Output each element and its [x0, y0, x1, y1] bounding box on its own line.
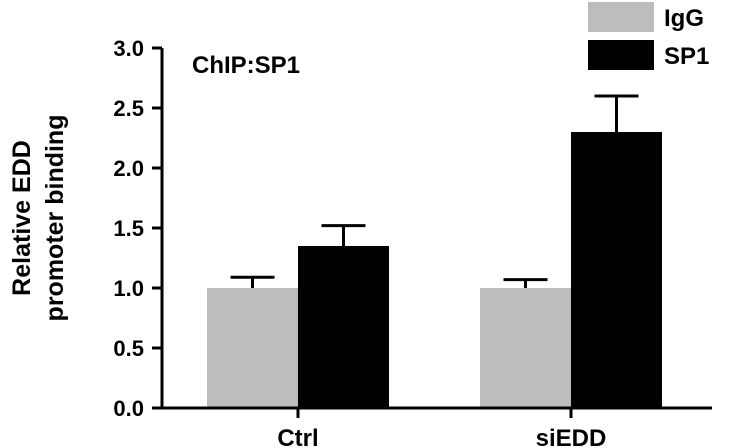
y-tick-label: 1.0 [113, 276, 144, 301]
y-tick-label: 2.0 [113, 156, 144, 181]
x-ticks-layer: Ctrl siEDD [277, 408, 606, 448]
x-tick-label: Ctrl [277, 425, 318, 448]
legend-label-igg: IgG [664, 5, 704, 32]
y-tick-label: 2.5 [113, 96, 144, 121]
y-tick-label: 0.5 [113, 336, 144, 361]
bar-sp1-siedd [571, 132, 662, 408]
error-bars-layer [230, 94, 639, 288]
y-tick-label: 1.5 [113, 216, 144, 241]
legend-swatch-sp1 [588, 40, 654, 70]
y-ticks-layer: 0.0 0.5 1.0 1.5 2.0 2.5 3.0 [113, 36, 162, 421]
legend-label-sp1: SP1 [664, 43, 709, 70]
legend-swatch-igg [588, 2, 654, 32]
chart-annotation: ChIP:SP1 [192, 52, 300, 79]
y-tick-label: 0.0 [113, 396, 144, 421]
y-tick-label: 3.0 [113, 36, 144, 61]
legend: IgG SP1 [588, 2, 709, 70]
bar-sp1-ctrl [298, 246, 389, 408]
y-axis-label-line-1: Relative EDD [8, 140, 36, 296]
bars-layer [207, 132, 662, 408]
x-tick-label: siEDD [536, 425, 607, 448]
y-axis-label-line-2: promoter binding [41, 115, 69, 322]
bar-igg-siedd [480, 288, 571, 408]
bar-igg-ctrl [207, 288, 298, 408]
